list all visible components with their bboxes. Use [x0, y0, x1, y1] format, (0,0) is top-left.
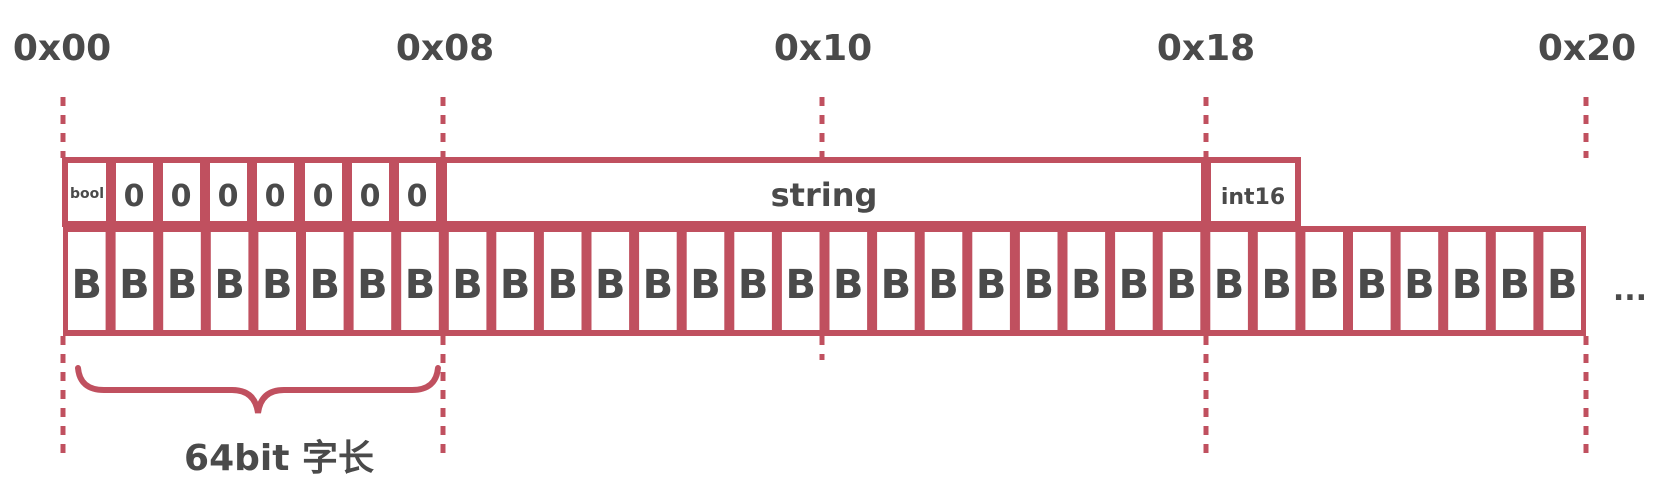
- address-label: 0x20: [1538, 28, 1636, 69]
- byte-cell-label: B: [881, 262, 912, 308]
- byte-cell-label: B: [1023, 262, 1054, 308]
- byte-cell: [496, 232, 534, 330]
- byte-cell-label: B: [72, 262, 103, 308]
- field-box-bool: [62, 157, 112, 227]
- byte-cell-label: B: [785, 262, 816, 308]
- byte-cell-label: B: [1166, 262, 1197, 308]
- byte-cell-label: B: [119, 262, 150, 308]
- byte-cell: [210, 232, 249, 330]
- byte-cell: [829, 232, 868, 330]
- byte-cell-label: B: [738, 262, 769, 308]
- field-box-padding: [346, 157, 395, 227]
- byte-cell-label: B: [357, 262, 388, 308]
- word-size-label: 64bit 字长: [184, 438, 374, 479]
- field-label-padding: 0: [313, 179, 334, 214]
- byte-cell-label: B: [928, 262, 959, 308]
- byte-cell: [1257, 232, 1296, 330]
- byte-cell: [163, 232, 201, 330]
- byte-cell-label: B: [547, 262, 578, 308]
- byte-cell: [258, 232, 296, 330]
- field-label-padding: 0: [171, 179, 192, 214]
- byte-cell-label: B: [1547, 262, 1578, 308]
- byte-cell-label: B: [310, 262, 341, 308]
- byte-cell-label: B: [1309, 262, 1340, 308]
- field-label-padding: 0: [360, 179, 381, 214]
- field-label-padding: 0: [124, 179, 145, 214]
- field-box-padding: [251, 157, 300, 227]
- byte-cell-label: B: [262, 262, 293, 308]
- byte-cell-label: B: [214, 262, 245, 308]
- field-label-int16: int16: [1221, 185, 1285, 210]
- byte-cell-label: B: [500, 262, 531, 308]
- byte-cell: [306, 232, 344, 330]
- byte-cell: [68, 232, 106, 330]
- byte-cell: [1353, 232, 1391, 330]
- byte-cell-label: B: [167, 262, 198, 308]
- field-box-string: [441, 157, 1207, 227]
- ellipsis-label: ...: [1613, 273, 1647, 308]
- field-label-string: string: [771, 176, 878, 214]
- byte-cell: [591, 232, 630, 330]
- address-labels: 0x00 0x08 0x10 0x18 0x20: [13, 28, 1636, 69]
- byte-cell: [1400, 232, 1439, 330]
- byte-cell: [353, 232, 392, 330]
- byte-cell-label: B: [1499, 262, 1530, 308]
- byte-cell: [1067, 232, 1106, 330]
- byte-cell: [734, 232, 772, 330]
- field-row: [62, 157, 1301, 227]
- byte-cell: [686, 232, 725, 330]
- byte-cell-label: B: [1119, 262, 1150, 308]
- byte-cell: [924, 232, 963, 330]
- byte-cell: [972, 232, 1010, 330]
- byte-cell-label: B: [643, 262, 674, 308]
- byte-cell-label: B: [690, 262, 721, 308]
- byte-cell: [448, 232, 487, 330]
- field-label-bool: bool: [70, 186, 104, 202]
- byte-cell: [115, 232, 154, 330]
- byte-cell: [1448, 232, 1486, 330]
- byte-cell-label: B: [1261, 262, 1292, 308]
- address-label: 0x18: [1157, 28, 1255, 69]
- byte-cell-label: B: [595, 262, 626, 308]
- field-box-padding: [157, 157, 206, 227]
- byte-cell: [1495, 232, 1534, 330]
- byte-cell-label: B: [1404, 262, 1435, 308]
- byte-cell: [877, 232, 915, 330]
- byte-cell: [1162, 232, 1201, 330]
- word-brace: [75, 365, 441, 414]
- address-label: 0x00: [13, 28, 111, 69]
- byte-cell: [401, 232, 439, 330]
- byte-cell-label: B: [452, 262, 483, 308]
- byte-cell: [1019, 232, 1058, 330]
- byte-cell-label: B: [1452, 262, 1483, 308]
- field-box-padding: [393, 157, 442, 227]
- field-box-padding: [299, 157, 348, 227]
- byte-cell: [1115, 232, 1153, 330]
- byte-cell-label: B: [833, 262, 864, 308]
- byte-cell: [1210, 232, 1248, 330]
- byte-cell-label: B: [1357, 262, 1388, 308]
- field-label-padding: 0: [218, 179, 239, 214]
- byte-cell-label: B: [976, 262, 1007, 308]
- address-label: 0x08: [396, 28, 494, 69]
- address-label: 0x10: [774, 28, 872, 69]
- byte-cell: [639, 232, 677, 330]
- field-label-padding: 0: [265, 179, 286, 214]
- byte-cell: [781, 232, 820, 330]
- byte-cell-label: B: [405, 262, 436, 308]
- byte-cell: [1305, 232, 1343, 330]
- field-box-padding: [110, 157, 159, 227]
- field-label-padding: 0: [407, 179, 428, 214]
- field-box-int16: [1205, 157, 1301, 227]
- byte-cell: [543, 232, 582, 330]
- field-box-padding: [204, 157, 253, 227]
- byte-cell-label: B: [1214, 262, 1245, 308]
- byte-cell-label: B: [1071, 262, 1102, 308]
- field-labels: bool 0 0 0 0 0 0 0 string int16: [70, 176, 1285, 214]
- byte-cell: [1543, 232, 1581, 330]
